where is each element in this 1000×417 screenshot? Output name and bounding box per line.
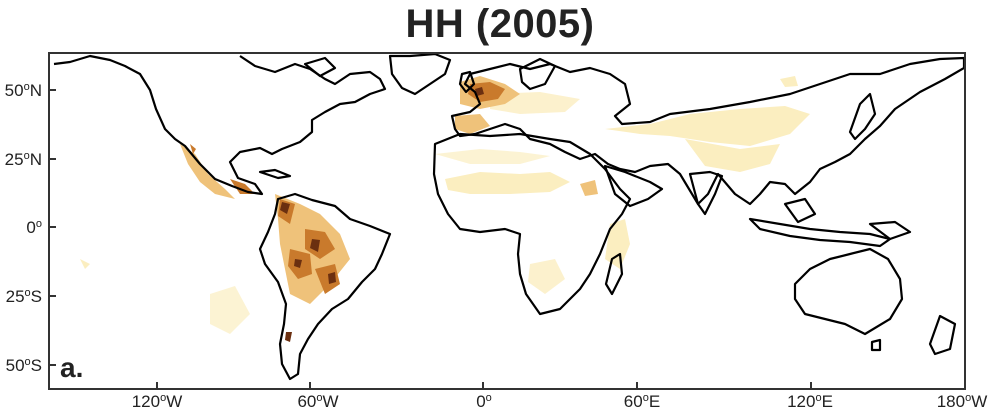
- x-tick-label-60w: 60oW: [297, 392, 339, 411]
- world-map: [53, 54, 964, 381]
- borneo-coast: [783, 197, 817, 224]
- map-title: HH (2005): [405, 2, 595, 46]
- x-tick-label-120w: 120oW: [131, 392, 183, 411]
- y-tick-label-0: 0o: [26, 218, 42, 237]
- australia-coast: [793, 247, 904, 336]
- coastlines: [53, 54, 964, 381]
- arabia-coast: [603, 164, 664, 208]
- panel-label: a.: [60, 352, 84, 383]
- eurasia-coast: [450, 56, 964, 206]
- north-america-coast: [53, 54, 387, 196]
- y-tick-0: [48, 226, 56, 228]
- shading-max: [280, 87, 484, 342]
- x-tick-label-0: 0o: [476, 392, 492, 411]
- x-tick-0: [482, 382, 484, 390]
- baffin-coast: [303, 56, 337, 78]
- greenland-coast: [388, 54, 452, 96]
- x-tick-label-120e: 120oE: [787, 392, 833, 411]
- x-tick-120w: [156, 382, 158, 390]
- x-tick-60e: [636, 382, 638, 390]
- y-tick-label-50s: 50oS: [5, 356, 42, 375]
- madagascar-coast: [604, 252, 624, 296]
- y-tick-50n: [48, 89, 56, 91]
- scandinavia-coast: [518, 57, 557, 91]
- x-tick-label-60e: 60oE: [623, 392, 661, 411]
- indonesia-coast: [748, 217, 892, 248]
- south-america-coast: [258, 192, 392, 381]
- y-tick-label-25s: 25oS: [5, 287, 42, 306]
- x-tick-label-180w: 180oW: [936, 392, 988, 411]
- x-tick-60w: [309, 382, 311, 390]
- new-zealand-coast: [928, 314, 957, 356]
- y-tick-label-50n: 50oN: [4, 81, 42, 100]
- y-tick-label-25n: 25oN: [4, 150, 42, 169]
- tasmania-coast: [870, 338, 882, 352]
- new-guinea-coast: [868, 220, 912, 241]
- uk-coast: [458, 70, 476, 94]
- y-tick-50s: [48, 364, 56, 366]
- shading-low: [80, 76, 810, 334]
- cuba-coast: [258, 168, 292, 180]
- x-tick-120e: [810, 382, 812, 390]
- y-tick-25n: [48, 158, 56, 160]
- map-frame: [48, 52, 966, 390]
- japan-coast: [848, 92, 877, 141]
- africa-coast: [432, 132, 632, 316]
- y-tick-25s: [48, 295, 56, 297]
- india-coast: [688, 170, 724, 216]
